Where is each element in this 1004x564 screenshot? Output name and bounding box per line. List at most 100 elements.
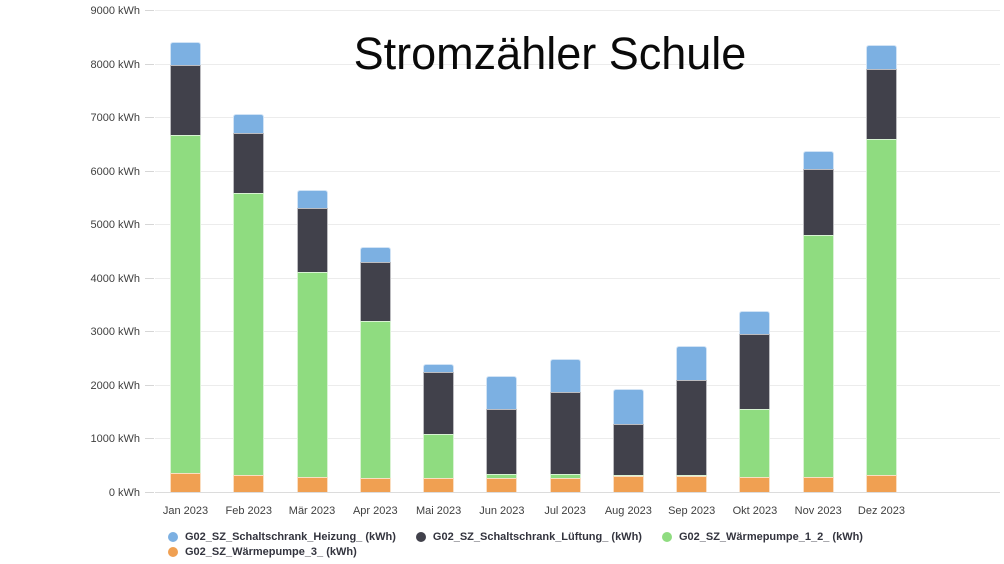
bar-jun-2023[interactable]	[486, 376, 518, 492]
bar-dez-2023[interactable]	[865, 44, 897, 492]
legend-item[interactable]: G02_SZ_Wärmepumpe_1_2_ (kWh)	[661, 531, 863, 543]
bar-segment[interactable]	[296, 477, 328, 492]
bar-segment[interactable]	[802, 235, 834, 478]
bar-segment[interactable]	[676, 379, 708, 475]
bar-segment[interactable]	[802, 150, 834, 170]
x-axis-label: Aug 2023	[604, 505, 652, 517]
bar-nov-2023[interactable]	[802, 150, 834, 492]
bar-segment[interactable]	[739, 311, 771, 335]
bar-segment[interactable]	[676, 346, 708, 380]
legend-item[interactable]: G02_SZ_Schaltschrank_Heizung_ (kWh)	[168, 531, 396, 543]
x-axis-label: Feb 2023	[225, 505, 272, 517]
y-axis-label: 3000 kWh	[90, 326, 140, 339]
bar-segment[interactable]	[865, 44, 897, 69]
bar-segment[interactable]	[423, 372, 455, 435]
bar-segment[interactable]	[865, 68, 897, 139]
bar-segment[interactable]	[170, 42, 201, 65]
legend-label: G02_SZ_Wärmepumpe_3_ (kWh)	[185, 546, 357, 558]
y-axis-tick	[145, 331, 154, 333]
bar-jul-2023[interactable]	[549, 358, 581, 492]
y-axis-label: 9000 kWh	[90, 5, 140, 17]
legend-marker-icon	[415, 532, 426, 542]
plot-area	[155, 10, 1000, 493]
bar-segment[interactable]	[233, 113, 265, 133]
bar-segment[interactable]	[170, 473, 201, 492]
bar-segment[interactable]	[233, 474, 265, 492]
x-axis-label: Apr 2023	[352, 505, 398, 517]
bar-apr-2023[interactable]	[359, 247, 391, 492]
y-axis-label: 1000 kWh	[90, 433, 140, 446]
bar-segment[interactable]	[296, 189, 328, 209]
bar-segment[interactable]	[549, 478, 581, 492]
bar-segment[interactable]	[676, 475, 708, 492]
bar-segment[interactable]	[359, 247, 391, 263]
y-axis-label: 5000 kWh	[90, 219, 140, 232]
bar-segment[interactable]	[802, 477, 834, 492]
bar-segment[interactable]	[865, 138, 897, 475]
legend-item[interactable]: G02_SZ_Wärmepumpe_3_ (kWh)	[168, 546, 357, 558]
gridline-6000	[155, 170, 1000, 172]
bar-segment[interactable]	[423, 434, 455, 479]
y-axis-tick	[145, 170, 154, 172]
bar-segment[interactable]	[359, 262, 391, 322]
bar-okt-2023[interactable]	[739, 311, 771, 492]
bar-segment[interactable]	[739, 409, 771, 478]
x-axis-label: Jul 2023	[544, 505, 586, 517]
legend-label: G02_SZ_Schaltschrank_Heizung_ (kWh)	[185, 531, 396, 543]
gridline-7000	[155, 117, 1000, 119]
bar-segment[interactable]	[170, 64, 201, 135]
bar-segment[interactable]	[612, 389, 644, 425]
bar-segment[interactable]	[549, 358, 581, 393]
bar-segment[interactable]	[549, 473, 581, 479]
gridline-5000	[155, 224, 1000, 226]
bar-segment[interactable]	[486, 473, 518, 479]
y-axis-tick	[145, 277, 154, 279]
bar-segment[interactable]	[739, 477, 771, 492]
y-axis-tick	[145, 438, 154, 440]
bar-segment[interactable]	[170, 134, 201, 473]
bar-segment[interactable]	[486, 478, 518, 492]
x-axis: Jan 2023 Feb 2023 Mär 2023 Apr 2023 Mai 2023…	[155, 505, 1000, 521]
x-axis-label: Sep 2023	[668, 505, 716, 517]
bar-mai-2023[interactable]	[423, 363, 455, 492]
legend: G02_SZ_Schaltschrank_Heizung_ (kWh) G02_S…	[168, 531, 888, 558]
y-axis-label: 2000 kWh	[90, 379, 140, 392]
legend-item[interactable]: G02_SZ_Schaltschrank_Lüftung_ (kWh)	[415, 531, 642, 543]
bar-segment[interactable]	[296, 272, 328, 478]
bar-segment[interactable]	[549, 392, 581, 474]
bar-segment[interactable]	[423, 363, 455, 373]
legend-marker-icon	[168, 532, 178, 542]
bar-segment[interactable]	[359, 321, 391, 479]
y-axis: 0 kWh 1000 kWh 2000 kWh 3000 kWh 4000 kWh 500…	[0, 5, 154, 499]
bar-segment[interactable]	[865, 474, 897, 492]
x-axis-label: Dez 2023	[857, 505, 906, 517]
y-axis-label: 8000 kWh	[90, 58, 140, 71]
bar-segment[interactable]	[612, 424, 644, 476]
gridline-9000	[155, 10, 1000, 11]
bar-sep-2023[interactable]	[676, 346, 708, 492]
bar-segment[interactable]	[612, 475, 644, 477]
bar-segment[interactable]	[739, 334, 771, 409]
x-axis-label: Okt 2023	[732, 505, 778, 517]
bar-segment[interactable]	[423, 478, 455, 492]
bar-segment[interactable]	[802, 169, 834, 236]
bar-segment[interactable]	[296, 208, 328, 273]
bar-feb-2023[interactable]	[233, 113, 265, 492]
bar-segment[interactable]	[233, 132, 265, 194]
bar-segment[interactable]	[486, 376, 518, 409]
bar-segment[interactable]	[233, 193, 265, 475]
y-axis-label: 4000 kWh	[90, 272, 140, 285]
legend-marker-icon	[168, 547, 178, 557]
legend-label: G02_SZ_Schaltschrank_Lüftung_ (kWh)	[432, 531, 642, 543]
gridline-3000	[155, 331, 1000, 333]
y-axis-tick	[145, 492, 154, 493]
bar-segment[interactable]	[676, 474, 708, 476]
bar-segment[interactable]	[486, 409, 518, 474]
bar-segment[interactable]	[612, 476, 644, 492]
bar-jan-2023[interactable]	[170, 42, 201, 492]
y-axis-label: 7000 kWh	[90, 112, 140, 125]
bar-aug-2023[interactable]	[612, 389, 644, 492]
bar-mär-2023[interactable]	[296, 189, 328, 492]
bar-segment[interactable]	[359, 478, 391, 492]
